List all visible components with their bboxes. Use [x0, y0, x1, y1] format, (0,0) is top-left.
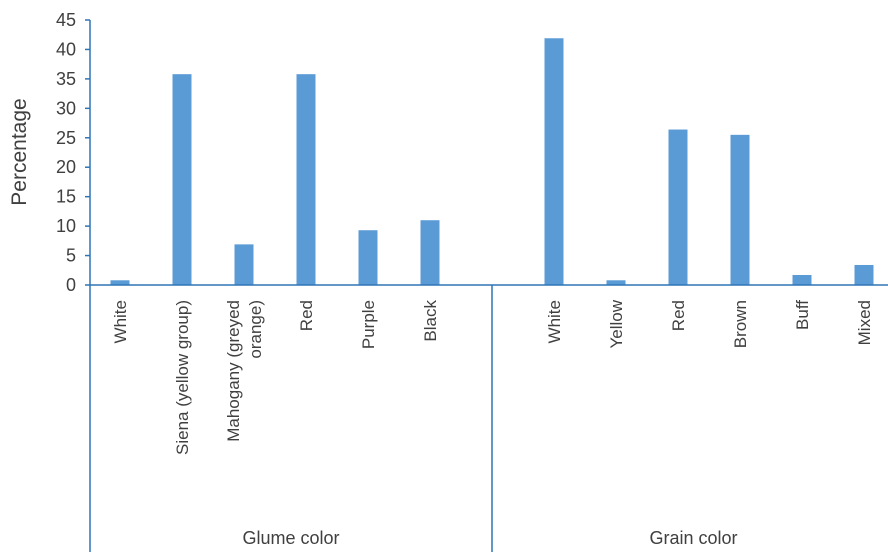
bar-1-2: [668, 129, 688, 285]
axes-layer: [85, 19, 888, 552]
bars-layer: [110, 38, 874, 285]
category-label-1-4: Buff: [793, 300, 812, 330]
category-label-1-5: Mixed: [855, 300, 874, 345]
y-tick-label: 45: [56, 10, 76, 30]
bar-0-4: [358, 230, 378, 285]
y-tick-label: 35: [56, 69, 76, 89]
bar-1-3: [730, 134, 750, 285]
category-label-0-2: Mahogany (greyed: [224, 300, 243, 442]
category-label-0-5: Black: [421, 300, 440, 342]
bar-1-0: [544, 38, 564, 285]
category-label-0-0: White: [111, 300, 130, 343]
group-label-glume: Glume color: [242, 528, 339, 548]
category-label-0-4: Purple: [359, 300, 378, 349]
group-label-grain: Grain color: [649, 528, 737, 548]
y-tick-label: 10: [56, 216, 76, 236]
category-label-0-2: orange): [246, 300, 265, 359]
y-tick-label: 30: [56, 98, 76, 118]
y-tick-label: 5: [66, 246, 76, 266]
bar-1-5: [854, 264, 874, 285]
y-axis-title: Percentage: [8, 98, 31, 205]
category-label-0-1: Siena (yellow group): [173, 300, 192, 455]
category-label-1-2: Red: [669, 300, 688, 331]
bar-1-4: [792, 274, 812, 285]
y-tick-label: 25: [56, 128, 76, 148]
y-tick-label: 0: [66, 275, 76, 295]
bar-1-1: [606, 280, 626, 285]
y-tick-label: 15: [56, 187, 76, 207]
y-tick-label: 20: [56, 157, 76, 177]
category-label-1-0: White: [545, 300, 564, 343]
bar-0-5: [420, 220, 440, 285]
category-label-0-3: Red: [297, 300, 316, 331]
labels-layer: 0 5 10 15 20 25 30 35 40 45 White Siena (yellow gro…: [56, 10, 874, 548]
y-tick-label: 40: [56, 39, 76, 59]
bar-0-1: [172, 74, 192, 285]
bar-0-0: [110, 280, 130, 285]
category-label-1-1: Yellow: [607, 299, 626, 348]
category-label-1-3: Brown: [731, 300, 750, 348]
bar-0-3: [296, 74, 316, 285]
bar-0-2: [234, 244, 254, 285]
